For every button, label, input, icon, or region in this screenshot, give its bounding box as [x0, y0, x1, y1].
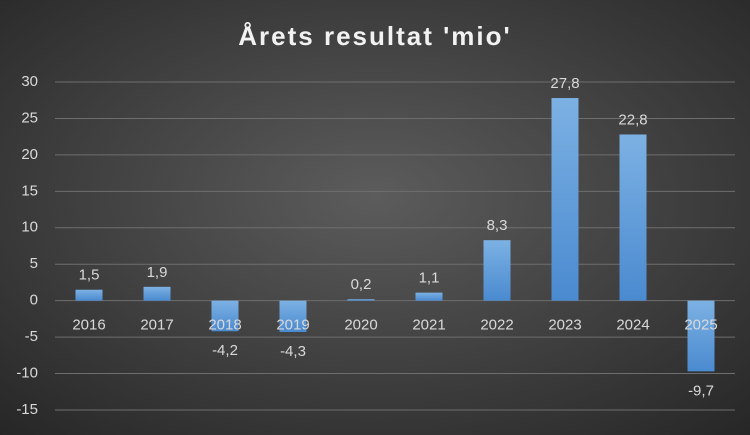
- x-tick-label: 2019: [276, 317, 309, 334]
- bar: [75, 289, 103, 301]
- chart-title: Årets resultat 'mio': [238, 21, 511, 51]
- y-tick-label: 20: [21, 146, 38, 163]
- bar: [483, 240, 511, 301]
- x-tick-label: 2020: [344, 317, 377, 334]
- x-tick-label: 2017: [140, 317, 173, 334]
- x-tick-label: 2022: [480, 317, 513, 334]
- x-tick-label: 2023: [548, 317, 581, 334]
- x-tick-label: 2024: [616, 317, 649, 334]
- value-label: 8,3: [487, 217, 508, 234]
- value-label: -4,2: [212, 342, 238, 359]
- x-tick-label: 2025: [684, 317, 717, 334]
- x-tick-label: 2018: [208, 317, 241, 334]
- bar: [619, 134, 647, 301]
- y-tick-label: 30: [21, 73, 38, 90]
- y-tick-label: 15: [21, 182, 38, 199]
- bar: [211, 300, 239, 332]
- y-tick-label: 25: [21, 109, 38, 126]
- y-tick-label: 0: [30, 292, 38, 309]
- value-label: 1,9: [147, 264, 168, 281]
- bar: [687, 300, 715, 372]
- value-label: -9,7: [688, 382, 714, 399]
- x-tick-label: 2016: [72, 317, 105, 334]
- y-tick-label: -5: [25, 328, 38, 345]
- value-label: 27,8: [550, 75, 579, 92]
- x-tick-label: 2021: [412, 317, 445, 334]
- y-tick-label: 10: [21, 219, 38, 236]
- value-label: 0,2: [351, 276, 372, 293]
- bar: [143, 286, 171, 301]
- bar: [551, 98, 579, 301]
- value-label: 22,8: [618, 111, 647, 128]
- value-label: 1,1: [419, 270, 440, 287]
- bar: [347, 299, 375, 301]
- value-label: 1,5: [79, 267, 100, 284]
- y-tick-label: -10: [16, 365, 38, 382]
- bar: [279, 300, 307, 333]
- y-tick-label: -15: [16, 401, 38, 418]
- bar: [415, 292, 443, 301]
- value-label: -4,3: [280, 343, 306, 360]
- y-tick-label: 5: [30, 255, 38, 272]
